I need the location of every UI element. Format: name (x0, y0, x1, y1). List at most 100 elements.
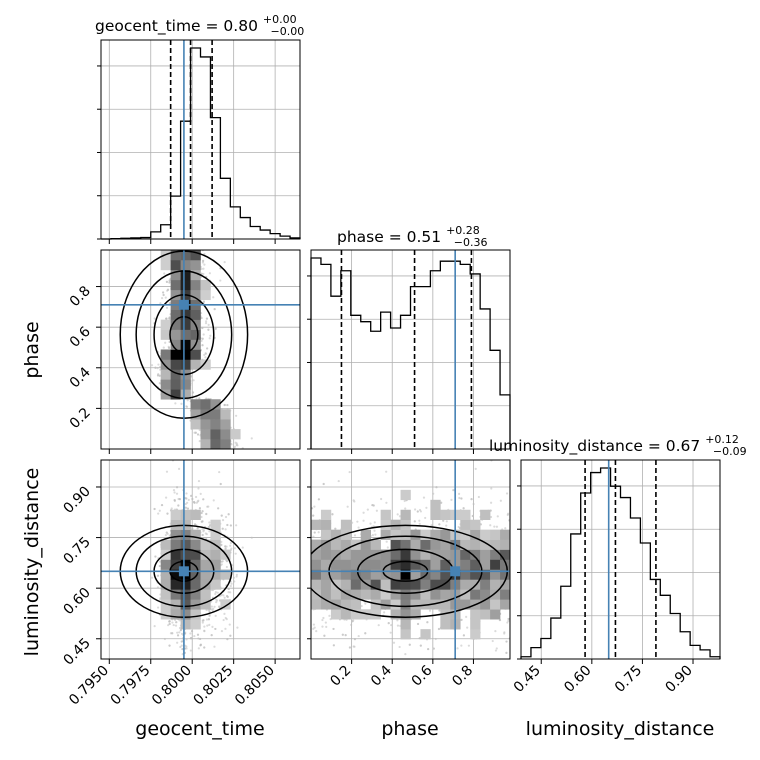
sample-point (174, 624, 178, 627)
density-cell (220, 419, 231, 430)
density-cell (170, 289, 181, 301)
sample-point (180, 640, 183, 643)
density-cell (180, 329, 191, 340)
sample-point (203, 252, 206, 256)
sample-point (160, 297, 164, 300)
sample-point (201, 510, 204, 513)
sample-point (233, 445, 237, 448)
density-cell (160, 329, 171, 340)
density-cell (160, 369, 171, 380)
density-cell (210, 439, 221, 449)
sample-point (201, 337, 204, 340)
sample-point (171, 621, 174, 624)
sample-point (207, 505, 210, 508)
sample-point (216, 591, 219, 594)
sample-point (207, 323, 210, 326)
density-cell (180, 379, 191, 390)
density-cell (200, 419, 211, 430)
sample-point (204, 322, 208, 325)
sample-point (158, 564, 161, 568)
sample-point (166, 288, 170, 291)
sample-point (207, 328, 210, 331)
density-cell (200, 359, 211, 370)
density-cell (200, 429, 211, 440)
sample-point (167, 346, 171, 349)
sample-point (162, 293, 165, 297)
sample-point (191, 497, 194, 501)
sample-point (175, 492, 179, 495)
sample-point (206, 347, 209, 350)
sample-point (200, 511, 203, 515)
sample-point (168, 317, 171, 320)
density-cell (200, 289, 211, 301)
sample-point (185, 492, 188, 495)
sample-point (165, 317, 168, 320)
density-cell (190, 359, 201, 370)
sample-point (195, 397, 198, 400)
sample-point (197, 479, 201, 483)
sample-point (214, 614, 217, 617)
sample-point (196, 527, 199, 530)
sample-point (215, 600, 218, 604)
sample-point (225, 565, 228, 569)
sample-point (180, 402, 183, 405)
density-cell (170, 319, 181, 330)
sample-point (223, 612, 226, 615)
sample-point (158, 366, 162, 369)
sample-point (165, 280, 169, 283)
sample-point (201, 344, 204, 347)
sample-point (214, 327, 217, 330)
sample-point (234, 441, 237, 444)
sample-point (153, 625, 156, 628)
sample-point (172, 623, 175, 627)
sample-point (168, 281, 171, 284)
sample-point (224, 545, 227, 548)
sample-point (203, 629, 206, 633)
sample-point (173, 491, 176, 494)
sample-point (219, 482, 222, 486)
sample-point (219, 279, 222, 282)
sample-point (167, 624, 170, 627)
sample-point (201, 528, 204, 531)
sample-point (221, 527, 224, 530)
density-cell (190, 309, 201, 320)
sample-point (202, 272, 205, 276)
sample-point (193, 634, 196, 638)
sample-point (205, 512, 208, 516)
sample-point (165, 470, 169, 473)
sample-point (233, 580, 236, 583)
sample-point (185, 497, 188, 500)
sample-point (201, 261, 205, 264)
sample-point (178, 626, 182, 630)
sample-point (197, 487, 200, 490)
density-cell (160, 319, 171, 330)
density-cell (200, 399, 211, 410)
sample-point (218, 470, 221, 474)
sample-point (224, 515, 228, 519)
sample-point (216, 599, 219, 602)
sample-point (198, 428, 201, 432)
density-cell (160, 359, 171, 370)
sample-point (210, 633, 213, 637)
density-cell (190, 259, 201, 271)
density-cell (190, 399, 201, 410)
sample-point (161, 291, 165, 294)
sample-point (229, 544, 232, 547)
sample-point (185, 506, 188, 509)
sample-point (204, 537, 208, 540)
density-cell (230, 429, 241, 440)
sample-point (202, 529, 206, 532)
sample-point (150, 576, 154, 579)
density-cell (170, 339, 181, 350)
sample-point (212, 607, 215, 610)
sample-point (164, 341, 167, 344)
density-cell (200, 439, 211, 449)
truth-marker (178, 299, 189, 310)
sample-point (222, 618, 225, 622)
sample-point (234, 552, 237, 555)
sample-point (220, 543, 223, 546)
sample-point (229, 591, 232, 594)
sample-point (171, 632, 174, 635)
density-cell (220, 429, 231, 440)
sample-point (159, 302, 162, 305)
